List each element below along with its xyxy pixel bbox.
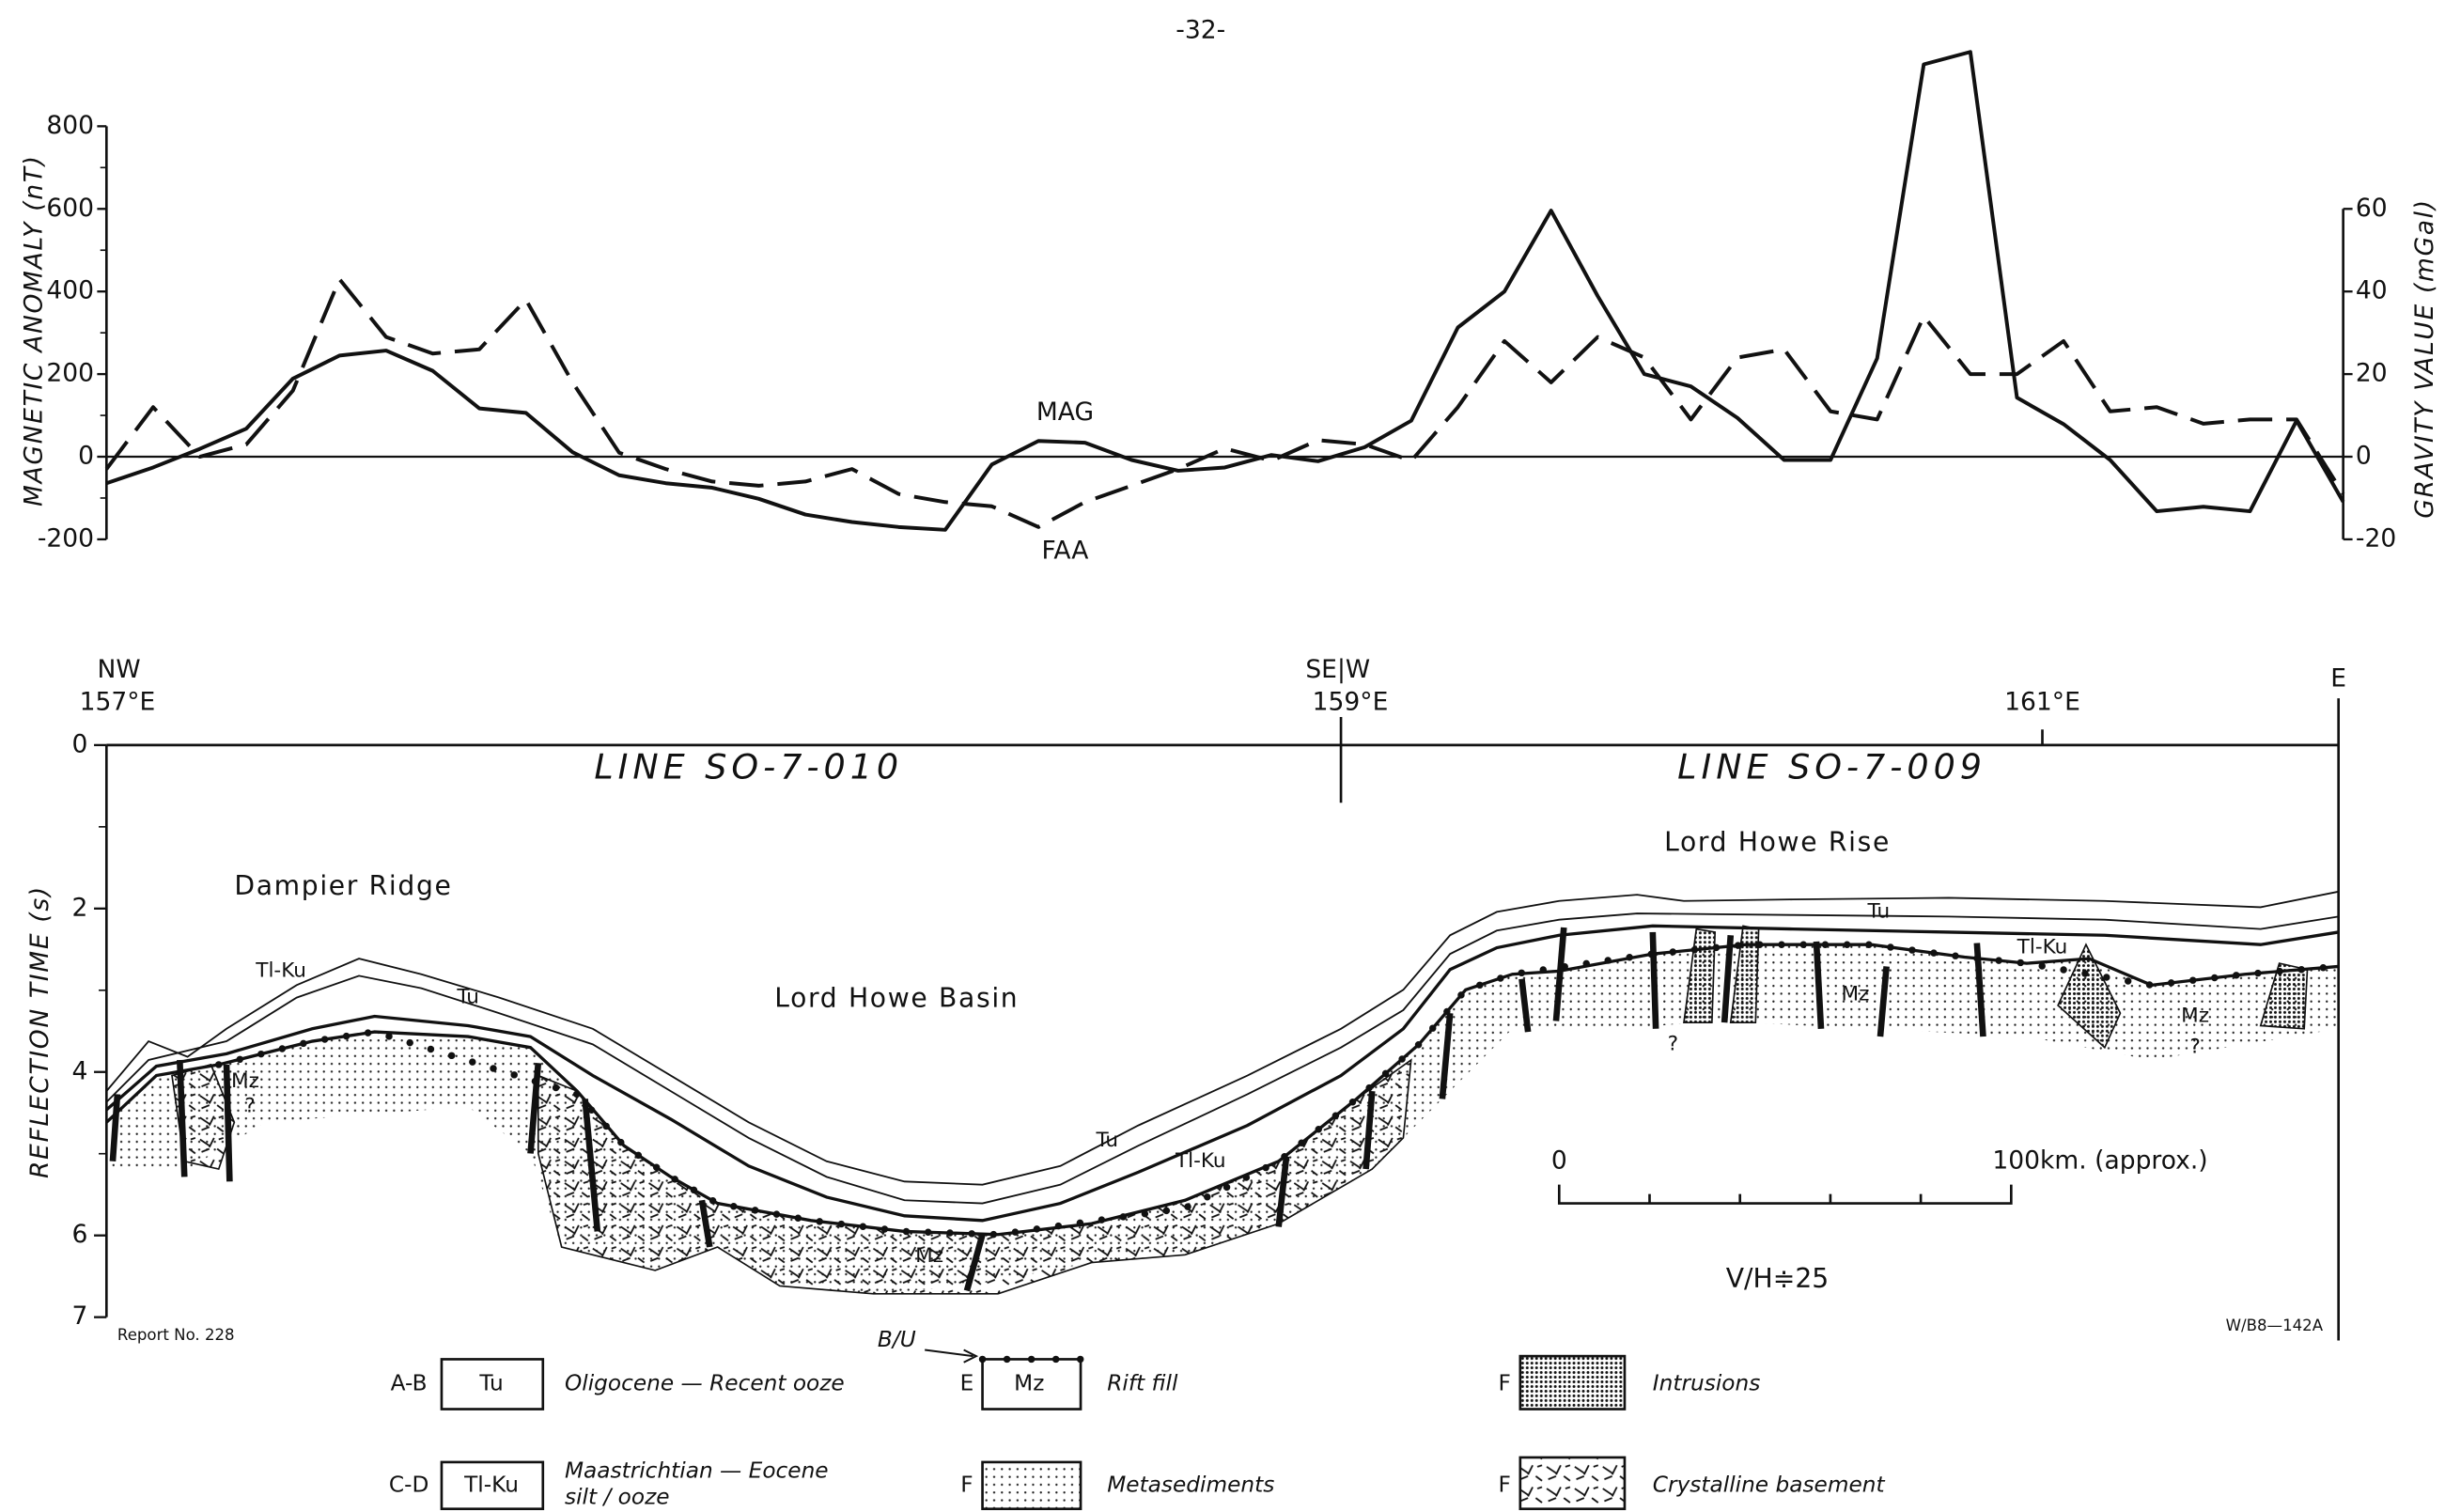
y-axis-title: REFLECTION TIME (s)	[25, 885, 55, 1178]
unit-label: Mz	[915, 1244, 943, 1268]
legend: A-B Tu Oligocene — Recent ooze C-D Tl-Ku…	[389, 1327, 1886, 1510]
y-tick-label: 0	[78, 442, 94, 471]
unit-label: Tu	[1095, 1129, 1118, 1152]
legend-marker-label: B/U	[878, 1327, 916, 1352]
legend-description: Oligocene — Recent ooze	[565, 1370, 845, 1395]
legend-symbol: Tu	[478, 1370, 503, 1395]
legend-description: silt / ooze	[565, 1485, 670, 1510]
legend-symbol: Tl-Ku	[463, 1472, 519, 1497]
legend-code: C-D	[389, 1472, 428, 1497]
series-label: FAA	[1042, 537, 1089, 566]
direction-label: SE|W	[1305, 655, 1370, 684]
unit-label: Tu	[456, 986, 479, 1009]
unit-label: ?	[2189, 1036, 2200, 1059]
unit-label: ?	[1668, 1032, 1678, 1055]
y-tick-label: 0	[72, 729, 88, 758]
scale-start: 0	[1551, 1146, 1567, 1175]
legend-code: F	[1499, 1370, 1511, 1395]
legend-description: Maastrichtian — Eocene	[565, 1457, 829, 1483]
direction-label: NW	[98, 655, 141, 684]
longitude-label: 159°E	[1313, 688, 1389, 717]
unit-label: Mz	[231, 1069, 259, 1093]
cross-section: NW 157°E SE|W 159°E 161°E E LINE SO-7-01…	[25, 655, 2346, 1344]
legend-box	[983, 1462, 1082, 1509]
legend-arrow	[925, 1349, 976, 1362]
y2-axis-title: GRAVITY VALUE (mGal)	[2410, 198, 2439, 518]
y-tick-label: 400	[46, 276, 94, 305]
y-tick-label: 6	[72, 1220, 88, 1249]
direction-label: E	[2330, 664, 2346, 694]
figure: -32- -2000200400600800-200204060MAGNETIC…	[0, 0, 2445, 1512]
y-axis-title: MAGNETIC ANOMALY (nT)	[20, 154, 49, 507]
y-tick-label: 4	[72, 1056, 88, 1085]
legend-box	[1520, 1356, 1625, 1409]
unit-label: Tl-Ku	[1175, 1149, 1226, 1173]
unit-label: ?	[244, 1095, 255, 1118]
legend-description: Intrusions	[1653, 1370, 1761, 1395]
longitude-label: 161°E	[2004, 688, 2080, 717]
legend-code: E	[960, 1370, 974, 1395]
legend-code: F	[960, 1472, 973, 1497]
page-number: -32-	[1176, 16, 1225, 45]
y-tick-label: 2	[72, 893, 88, 922]
exaggeration: V/H≑25	[1726, 1263, 1829, 1294]
y-tick-label: 200	[46, 359, 94, 388]
figure-code: W/B8—142A	[2226, 1317, 2324, 1334]
unit-label: Tl-Ku	[255, 959, 306, 982]
legend-description: Crystalline basement	[1653, 1472, 1886, 1497]
y-tick-label: 7	[72, 1302, 88, 1331]
series-label: MAG	[1036, 397, 1094, 427]
y2-tick-label: 0	[2356, 442, 2372, 471]
unit-label: Mz	[2181, 1005, 2209, 1028]
y-tick-label: -200	[38, 523, 94, 553]
y2-tick-label: 20	[2356, 359, 2388, 388]
region-label: Lord Howe Basin	[774, 982, 1019, 1013]
line-label: LINE SO-7-010	[594, 746, 903, 787]
y2-tick-label: -20	[2356, 523, 2396, 553]
legend-code: A-B	[391, 1370, 428, 1395]
unit-label: Tl-Ku	[2017, 936, 2068, 959]
region-label: Lord Howe Rise	[1664, 826, 1891, 857]
unit-label: Mz	[1842, 982, 1870, 1005]
scale-end: 100km. (approx.)	[1992, 1146, 2207, 1175]
legend-description: Rift fill	[1107, 1370, 1178, 1395]
y2-tick-label: 60	[2356, 194, 2388, 223]
data-line	[106, 52, 2343, 530]
y-tick-label: 600	[46, 194, 94, 223]
unit-label: Tu	[1867, 899, 1891, 923]
legend-description: Metasediments	[1107, 1472, 1274, 1497]
legend-box	[1520, 1457, 1625, 1509]
y2-tick-label: 40	[2356, 276, 2388, 305]
line-label: LINE SO-7-009	[1677, 746, 1986, 787]
legend-symbol: Mz	[1014, 1370, 1044, 1395]
legend-code: F	[1499, 1472, 1511, 1497]
report-number: Report No. 228	[117, 1326, 235, 1344]
y-tick-label: 800	[46, 111, 94, 140]
page: {"page_number":"-32-", "chart_data":{"ty…	[0, 0, 2445, 1512]
longitude-label: 157°E	[80, 688, 156, 717]
region-label: Dampier Ridge	[234, 870, 452, 901]
scale-bar	[1559, 1185, 2011, 1204]
